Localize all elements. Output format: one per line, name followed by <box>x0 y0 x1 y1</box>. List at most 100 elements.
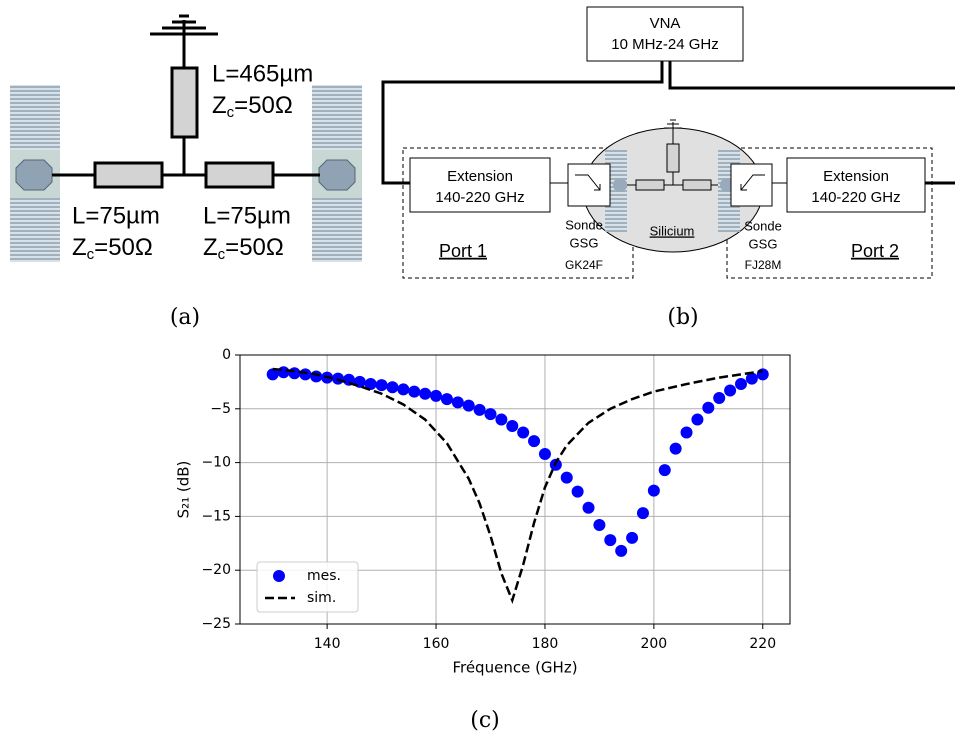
marker <box>495 413 508 426</box>
marker <box>419 387 432 400</box>
label: Zc=50Ω <box>212 92 293 121</box>
label: Z <box>72 234 87 261</box>
x-tick-label: 160 <box>423 636 450 652</box>
label: =50Ω <box>94 234 153 261</box>
marker <box>528 435 541 448</box>
via <box>318 159 356 191</box>
marker <box>299 368 312 381</box>
y-axis-label: S₂₁ (dB) <box>175 461 193 519</box>
label: c <box>218 246 226 263</box>
caption: (b) <box>667 305 698 330</box>
label: L=465µm <box>212 60 313 87</box>
legend-marker <box>273 570 285 582</box>
legend-label: mes. <box>307 568 341 584</box>
marker <box>397 383 410 396</box>
marker <box>691 413 704 426</box>
label: Sonde <box>744 218 782 233</box>
marker <box>440 393 453 406</box>
probe-box <box>730 163 773 207</box>
marker <box>462 399 475 412</box>
marker <box>408 385 421 398</box>
y-tick-label: −20 <box>201 562 231 578</box>
marker <box>451 396 464 409</box>
label: L=75µm <box>203 202 291 229</box>
extension-box <box>409 157 551 213</box>
label: VNA <box>650 15 681 32</box>
label: 10 MHz-24 GHz <box>611 36 719 53</box>
via <box>613 178 627 192</box>
marker <box>571 485 584 498</box>
label: L=75µm <box>72 202 160 229</box>
marker <box>647 484 660 497</box>
line <box>272 367 763 605</box>
resistor <box>170 66 199 139</box>
marker <box>604 534 617 547</box>
x-axis-label: Fréquence (GHz) <box>452 659 577 677</box>
extension-box <box>786 157 926 213</box>
label: Z <box>203 234 218 261</box>
probe-symbol <box>575 174 601 191</box>
diagram-a: L=465µm Zc=50Ω L=75µm Zc=50Ω L=75µm Zc=5… <box>10 14 362 330</box>
label: Extension <box>447 168 513 185</box>
label: Port 2 <box>851 241 899 261</box>
marker <box>658 464 671 477</box>
marker <box>517 426 530 439</box>
marker <box>582 501 595 514</box>
label: Z <box>212 92 227 119</box>
resistor <box>93 161 164 189</box>
marker <box>484 408 497 421</box>
label: Silicium <box>650 223 695 238</box>
marker <box>506 420 519 433</box>
marker <box>310 370 323 383</box>
label: GK24F <box>565 258 603 272</box>
y-tick-label: −10 <box>201 455 231 471</box>
marker <box>364 378 377 391</box>
marker <box>745 372 758 385</box>
plot-frame <box>239 354 791 625</box>
y-tick-label: −5 <box>210 401 231 417</box>
marker <box>266 368 279 381</box>
marker <box>724 384 737 397</box>
marker <box>669 442 682 455</box>
marker <box>756 368 769 381</box>
label: 140-220 GHz <box>435 189 524 206</box>
label: GSG <box>570 235 599 250</box>
caption: (c) <box>470 708 500 733</box>
x-tick-label: 180 <box>532 636 559 652</box>
circuit <box>627 119 718 191</box>
via <box>15 159 53 191</box>
label: FJ28M <box>745 258 782 272</box>
label: =50Ω <box>225 234 284 261</box>
x-tick-label: 220 <box>749 636 776 652</box>
label: c <box>87 246 95 263</box>
y-tick-label: 0 <box>222 347 231 363</box>
probe-box <box>567 163 611 207</box>
vna-box <box>586 6 744 62</box>
x-tick-label: 140 <box>314 636 341 652</box>
marker <box>473 403 486 416</box>
label: Port 1 <box>439 241 487 261</box>
marker <box>375 379 388 392</box>
label: Extension <box>823 168 889 185</box>
label: Zc=50Ω <box>72 234 153 263</box>
marker <box>680 426 693 439</box>
marker <box>636 507 649 520</box>
caption: (a) <box>170 305 200 330</box>
cable <box>381 61 664 185</box>
marker <box>538 447 551 460</box>
diagram-b: VNA 10 MHz-24 GHz Extension 140-220 GHz … <box>381 6 955 330</box>
marker <box>615 544 628 557</box>
marker <box>386 381 399 394</box>
cable <box>668 61 955 90</box>
marker <box>702 401 715 414</box>
x-tick-label: 200 <box>640 636 667 652</box>
label: Sonde <box>565 217 603 232</box>
marker <box>626 531 639 544</box>
resistor <box>204 161 275 189</box>
legend-label: sim. <box>307 590 336 606</box>
marker <box>288 367 301 380</box>
legend: mes. sim. <box>256 561 359 613</box>
marker <box>277 366 290 379</box>
label: c <box>227 104 235 121</box>
